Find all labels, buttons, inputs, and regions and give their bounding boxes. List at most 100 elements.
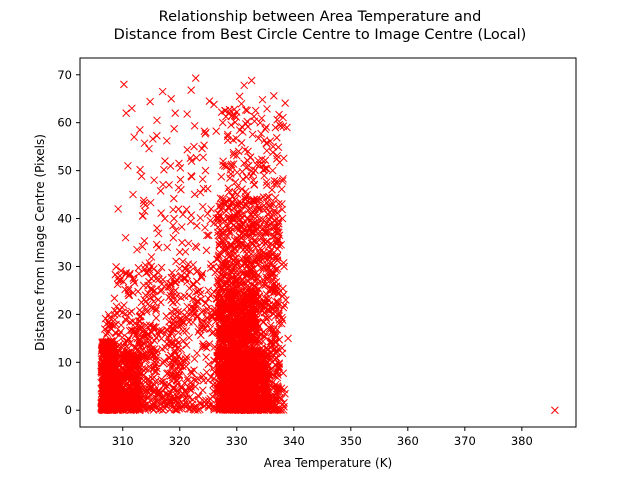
data-point (261, 298, 270, 307)
data-point (100, 363, 109, 372)
data-point (227, 121, 235, 129)
data-point (171, 286, 180, 295)
data-point (170, 124, 178, 133)
data-point (221, 262, 230, 270)
data-point (149, 351, 157, 360)
data-point (270, 206, 279, 215)
data-point (184, 260, 193, 268)
data-point (198, 144, 206, 153)
data-point (179, 327, 187, 335)
data-point (231, 306, 240, 315)
data-point (271, 348, 279, 357)
data-point (238, 222, 246, 230)
data-point (219, 271, 228, 280)
data-point (148, 135, 157, 143)
data-point (133, 366, 141, 374)
data-point (138, 242, 147, 251)
data-point (114, 387, 123, 396)
data-point (230, 105, 239, 114)
data-point (240, 159, 248, 168)
data-point (252, 274, 261, 282)
data-point (271, 273, 279, 282)
data-point (123, 405, 132, 414)
data-point (170, 214, 178, 223)
data-point (551, 406, 559, 415)
data-point (116, 328, 125, 336)
data-point (240, 395, 249, 403)
data-point (146, 293, 155, 302)
data-point (179, 210, 187, 219)
data-point (117, 342, 126, 351)
data-point (107, 375, 116, 384)
data-point (231, 178, 240, 187)
data-point (152, 323, 160, 332)
data-point (190, 366, 198, 374)
data-point (124, 161, 132, 170)
data-point (233, 224, 242, 233)
data-point (185, 333, 193, 342)
data-point (264, 351, 272, 360)
data-point (218, 118, 227, 127)
data-point (123, 354, 131, 362)
data-point (122, 109, 131, 117)
data-point (175, 371, 183, 380)
data-point (132, 376, 141, 384)
data-point (128, 317, 137, 326)
data-point (272, 396, 280, 405)
data-point (284, 334, 292, 343)
data-point (255, 292, 264, 301)
data-point (171, 226, 180, 235)
axis-ticks: 310 320 330 340 350 360 370 380 0 10 20 30 40 50 60 70 (57, 68, 532, 448)
data-point (186, 379, 195, 387)
data-point (190, 121, 199, 130)
data-point (169, 221, 177, 230)
data-point (112, 320, 120, 329)
data-point (183, 373, 192, 382)
data-point (101, 399, 110, 408)
data-point (204, 231, 213, 240)
data-point (247, 293, 256, 302)
data-point (138, 212, 147, 220)
chart-title-line2: Distance from Best Circle Centre to Imag… (114, 27, 527, 43)
data-point (100, 338, 109, 347)
data-point (280, 385, 288, 394)
data-point (232, 202, 241, 210)
data-point (137, 369, 146, 378)
data-point (150, 286, 159, 295)
data-point (249, 222, 257, 231)
data-point (242, 385, 250, 394)
data-point (123, 387, 132, 395)
data-point (187, 86, 196, 94)
data-point (236, 353, 245, 362)
data-point (261, 391, 270, 399)
data-point (165, 399, 174, 407)
data-point (260, 217, 269, 225)
data-point (244, 331, 252, 339)
data-point (226, 174, 234, 182)
data-point (105, 322, 114, 331)
data-point (233, 234, 242, 243)
data-point (222, 342, 231, 350)
data-point (261, 281, 269, 289)
data-point (179, 389, 187, 398)
data-point (280, 262, 288, 271)
x-tick-label: 360 (397, 434, 419, 448)
data-point (198, 342, 207, 351)
data-point (262, 178, 271, 186)
data-point (103, 343, 112, 351)
data-point (168, 400, 177, 409)
data-point (236, 318, 244, 327)
data-point (102, 355, 110, 363)
data-point (283, 123, 291, 132)
data-point (150, 380, 159, 389)
data-point (235, 92, 244, 101)
data-point (152, 275, 160, 283)
data-point (218, 215, 227, 224)
data-point (190, 142, 198, 151)
data-point (255, 223, 264, 232)
data-point (146, 198, 155, 207)
data-point (203, 184, 212, 193)
data-point (177, 402, 186, 410)
data-point (272, 155, 281, 163)
data-point (107, 337, 116, 345)
